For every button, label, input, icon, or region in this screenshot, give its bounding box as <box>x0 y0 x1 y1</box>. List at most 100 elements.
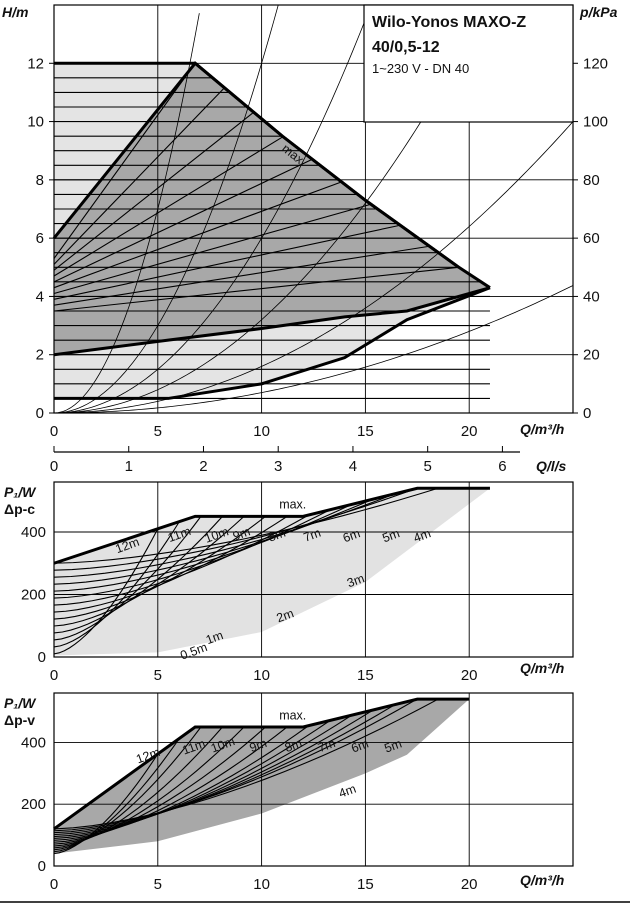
dp-v-lower-curve <box>53 286 491 357</box>
x-tick-label: 15 <box>357 667 374 684</box>
system-curve <box>53 4 279 414</box>
power-curve <box>53 726 266 845</box>
curve-label: 1m <box>204 628 225 647</box>
power-curve <box>53 753 159 855</box>
power-curve <box>53 487 439 564</box>
x-tick-label: 0 <box>50 423 58 440</box>
dp-v-line <box>53 136 284 277</box>
power-area <box>54 488 490 656</box>
dp-v-line <box>53 203 372 295</box>
curve-label: 4m <box>337 782 358 801</box>
x-tick-label: 0 <box>50 876 58 893</box>
curve-label: 9m <box>231 524 252 543</box>
curve-label: max. <box>279 498 306 512</box>
y-tick-label: 10 <box>27 114 44 131</box>
power-curve <box>53 516 202 641</box>
x-tick-label: 20 <box>461 667 478 684</box>
power-dp-v-frame <box>53 692 574 867</box>
y-tick-label: 6 <box>36 230 44 247</box>
dp-v-line <box>53 181 342 289</box>
title-box-frame <box>363 4 574 123</box>
power-curve <box>53 521 180 648</box>
y-tick-label: 0 <box>36 405 44 422</box>
power-curve <box>53 698 417 832</box>
dp-v-line <box>53 111 255 271</box>
system-curve <box>53 9 487 414</box>
power-curve <box>53 516 223 634</box>
title-box: Wilo-Yonos MAXO-Z 40/0,5-12 1~230 V - DN… <box>363 4 574 123</box>
dp-v-upper-curve <box>52 61 460 269</box>
power-dp-c-ylabel-1: P₁/W <box>4 484 37 500</box>
y-tick-label: 2 <box>36 347 44 364</box>
y-tick-label: 4 <box>36 288 44 305</box>
system-curve <box>53 285 574 414</box>
chart-spec: 1~230 V - DN 40 <box>372 61 469 76</box>
x-tick-label: 10 <box>253 876 270 893</box>
x-tick-label: 5 <box>154 423 162 440</box>
dp-v-line <box>53 62 196 259</box>
curve-label: 3m <box>345 571 366 590</box>
secondary-tick-label: 4 <box>349 458 357 475</box>
secondary-flow-axis: 0 1 2 3 4 5 6 Q/l/s <box>50 446 567 475</box>
power-dp-c-frame <box>53 481 574 658</box>
curve-label: 7m <box>316 736 337 755</box>
x-tick-label: 5 <box>154 876 162 893</box>
power-curve <box>53 704 396 834</box>
curve-label: 2m <box>275 606 296 625</box>
y-right-tick-label: 20 <box>583 347 600 364</box>
system-curve <box>53 8 370 414</box>
secondary-tick-label: 3 <box>274 458 282 475</box>
x-tick-label: 20 <box>461 423 478 440</box>
system-curve <box>53 13 200 414</box>
y-right-tick-label: 40 <box>583 288 600 305</box>
x-tick-label: 20 <box>461 876 478 893</box>
power-curve <box>53 509 331 599</box>
y-tick-label: 200 <box>21 796 46 813</box>
secondary-tick-label: 6 <box>498 458 506 475</box>
y-tick-label: 12 <box>27 55 44 72</box>
dp-v-line <box>53 158 313 283</box>
x-tick-label: 15 <box>357 423 374 440</box>
x-tick-label: 10 <box>253 423 270 440</box>
y-right-tick-label: 80 <box>583 172 600 189</box>
chart-title: Wilo-Yonos MAXO-Z <box>372 14 526 31</box>
y-right-tick-label: 0 <box>583 405 591 422</box>
curve-label: 9m <box>248 736 269 755</box>
y-tick-label: 400 <box>21 734 46 751</box>
x-tick-label: 0 <box>50 667 58 684</box>
power-curve <box>53 738 180 853</box>
curve-label: max. <box>279 708 306 722</box>
min-curve <box>54 286 491 400</box>
power-max-curve <box>53 697 470 831</box>
curve-label: 7m <box>302 526 323 545</box>
curve-label: 5m <box>383 737 404 756</box>
dp-v-line <box>53 245 430 306</box>
power-curve <box>53 726 288 843</box>
power-dp-c-xlabel: Q/m³/h <box>520 660 564 676</box>
y-right-tick-label: 120 <box>583 55 608 72</box>
x-axis-label: Q/m³/h <box>520 421 564 437</box>
y-axis-label-left: H/m <box>2 4 28 20</box>
system-curve <box>53 121 574 414</box>
power-dp-v-xlabel: Q/m³/h <box>520 872 564 888</box>
dp-v-line <box>53 224 401 300</box>
chart-subtitle: 40/0,5-12 <box>372 39 440 56</box>
curve-label: 6m <box>349 737 370 756</box>
y-tick-label: 0 <box>38 858 46 875</box>
curve-label: 6m <box>341 526 362 545</box>
dp-v-line <box>53 266 459 312</box>
curve-label: 4m <box>412 526 433 545</box>
curve-label: 5m <box>380 526 401 545</box>
head-curves-panel: Wilo-Yonos MAXO-Z 40/0,5-12 1~230 V - DN… <box>2 4 618 440</box>
secondary-tick-label: 1 <box>125 458 133 475</box>
secondary-x-axis-label: Q/l/s <box>536 458 567 474</box>
y-tick-label: 400 <box>21 524 46 541</box>
power-dp-c-ylabel-2: Δp-c <box>4 501 35 517</box>
y-right-tick-label: 100 <box>583 114 608 131</box>
power-dp-v-ylabel-2: Δp-v <box>4 712 35 728</box>
secondary-tick-label: 0 <box>50 458 58 475</box>
y-axis-label-right: p/kPa <box>579 4 618 20</box>
